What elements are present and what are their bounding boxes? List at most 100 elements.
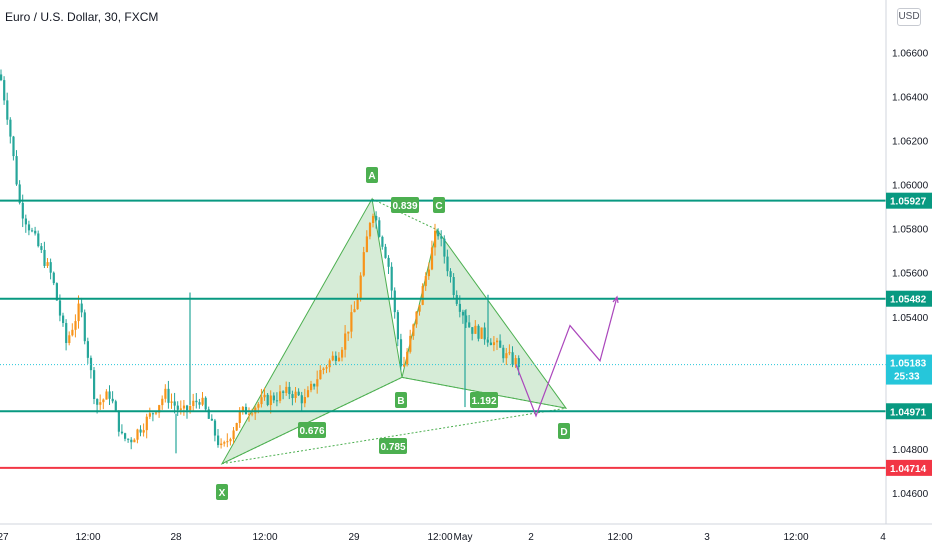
candle-body: [204, 397, 207, 410]
candle-body: [372, 215, 375, 224]
candle-body: [89, 357, 93, 371]
candle-body: [424, 276, 427, 287]
candle-body: [170, 401, 173, 403]
candle-body: [458, 303, 461, 312]
candle-body: [189, 406, 192, 411]
level-tag-bg: [886, 403, 932, 420]
candle-body: [430, 247, 434, 270]
candle-body: [9, 119, 12, 137]
candle-body: [260, 397, 263, 405]
time-tick-label: 12:00: [427, 532, 452, 543]
candle-body: [114, 401, 117, 411]
price-axis: 1.06600 1.06400 1.06200 1.06000 1.05800 1.056…: [892, 48, 929, 500]
ratio-label: 0.785: [380, 442, 405, 453]
candle-body: [427, 269, 430, 277]
time-tick-label: 12:00: [607, 532, 632, 543]
candle-body: [21, 202, 24, 219]
candle-body: [341, 349, 344, 358]
candle-body: [489, 342, 492, 346]
ratio-label: 1.192: [471, 396, 496, 407]
candle-body: [31, 230, 34, 232]
candle-body: [496, 340, 499, 343]
candle-body: [421, 286, 424, 305]
price-tags: 1.05927 1.05482 1.04971 1.04714 1.05183 25:33: [886, 192, 932, 476]
time-tick-label: 12:00: [75, 532, 100, 543]
candle-body: [483, 327, 486, 340]
candle-body: [474, 325, 477, 334]
candle-body: [461, 311, 465, 316]
candle-body: [412, 324, 415, 336]
point-label-x-bg: [216, 484, 228, 500]
candle-body: [167, 388, 170, 403]
candle-body: [105, 391, 108, 400]
level-tag: 1.04971: [890, 407, 927, 418]
projection-arrow: [612, 295, 619, 304]
candle-body: [102, 399, 105, 403]
candle-body: [266, 394, 269, 406]
candle-body: [155, 412, 158, 414]
candle-body: [418, 304, 421, 312]
candle-body: [316, 379, 319, 387]
candle-body: [18, 184, 21, 203]
candle-body: [120, 431, 124, 434]
candle-body: [465, 315, 468, 323]
time-tick-label: 27: [0, 532, 9, 543]
candle-body: [229, 439, 232, 442]
candle-body: [161, 398, 164, 406]
candle-body: [117, 410, 120, 432]
candle-body: [390, 266, 393, 291]
candle-body: [297, 391, 300, 396]
bcd-triangle: [401, 228, 568, 409]
candle-body: [145, 416, 148, 431]
candle-body: [393, 290, 396, 313]
candle-body: [124, 433, 127, 439]
candle-body: [356, 298, 359, 310]
candle-body: [269, 395, 272, 406]
candle-body: [452, 277, 455, 295]
candle-body: [375, 215, 378, 221]
candle-body: [201, 397, 204, 405]
candle-body: [58, 300, 62, 316]
ratio-label: 0.676: [299, 426, 324, 437]
ratio-label-bg: [379, 438, 407, 454]
level-tag-bg: [886, 192, 932, 209]
candle-body: [365, 236, 368, 253]
candle-body: [217, 435, 220, 446]
candle-body: [291, 394, 294, 399]
candle-body: [399, 339, 403, 367]
price-tick-label: 1.05800: [892, 225, 929, 236]
price-tick-label: 1.04600: [892, 489, 929, 500]
point-label-b-bg: [395, 392, 407, 408]
candle-body: [0, 74, 3, 81]
candle-body: [282, 391, 285, 393]
candle-body: [186, 405, 189, 411]
candle-body: [378, 220, 381, 237]
currency-button[interactable]: USD: [897, 8, 921, 26]
pattern-labels: X A B C D 0.839 0.676 1.192 0.785: [216, 167, 570, 500]
candle-body: [43, 249, 46, 266]
candle-body: [381, 236, 384, 247]
point-label-c-bg: [433, 197, 445, 213]
candle-body: [96, 399, 99, 405]
candle-body: [275, 400, 279, 402]
candle-body: [344, 333, 347, 350]
candle-body: [195, 400, 198, 403]
candle-body: [446, 256, 449, 272]
time-axis: 27 12:00 28 12:00 29 12:00 May 2 12:00 3 12:00 4: [0, 532, 886, 543]
candle-body: [210, 418, 213, 421]
candle-body: [80, 303, 83, 313]
projection-path: [515, 295, 619, 418]
candle-body: [288, 386, 291, 395]
candle-body: [6, 100, 9, 120]
point-label-x: X: [219, 488, 226, 499]
candle-body: [437, 230, 440, 237]
ratio-label-bg: [470, 392, 498, 408]
candle-body: [319, 369, 322, 380]
candle-body: [235, 422, 238, 431]
candle-body: [65, 323, 68, 343]
candle-body: [403, 364, 406, 367]
candle-body: [136, 429, 139, 440]
point-label-a: A: [368, 171, 375, 182]
candle-body: [226, 441, 229, 443]
